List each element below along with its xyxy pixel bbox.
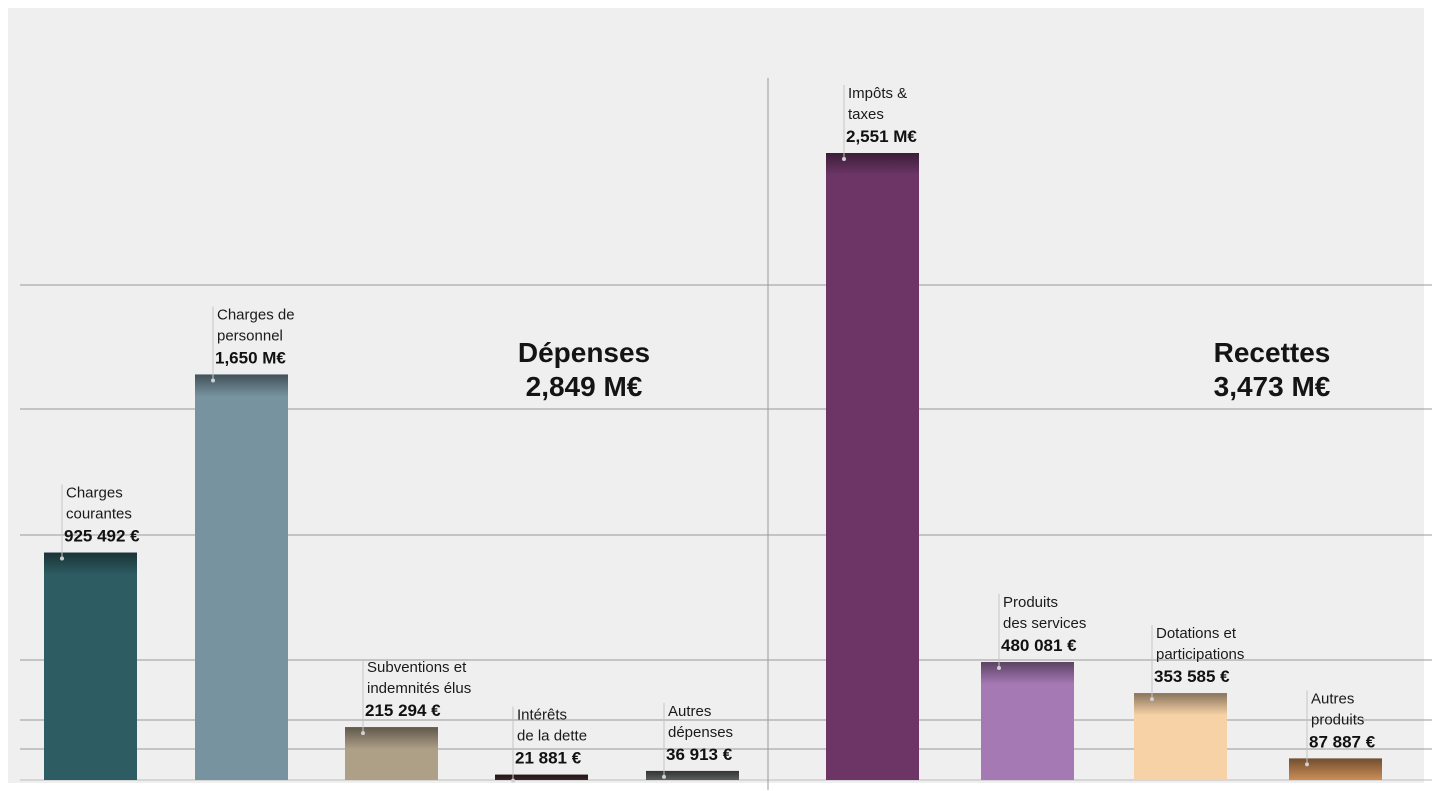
category-label: Subventions et: [367, 659, 467, 676]
category-label: Autres: [668, 703, 711, 720]
bar: [826, 153, 919, 780]
category-label: Charges: [66, 485, 123, 502]
category-label: taxes: [848, 106, 884, 123]
value-label: 353 585 €: [1154, 667, 1230, 686]
category-label: Autres: [1311, 690, 1354, 707]
leader-dot: [842, 157, 846, 161]
leader-dot: [60, 556, 64, 561]
bar-shade: [495, 774, 588, 780]
leader-dot: [997, 666, 1001, 671]
bar-shade: [345, 727, 438, 750]
group-title: Recettes: [1214, 337, 1331, 368]
category-label: dépenses: [668, 724, 733, 741]
leader-dot: [1150, 697, 1154, 702]
value-label: 1,650 M€: [215, 348, 286, 367]
bar: [44, 552, 137, 780]
category-label: Impôts &: [848, 85, 907, 102]
category-label: Dotations et: [1156, 625, 1237, 642]
bar-shade: [826, 153, 919, 175]
leader-dot: [511, 778, 515, 783]
leader-dot: [662, 774, 666, 779]
category-label: participations: [1156, 646, 1244, 663]
group-title: Dépenses: [518, 337, 650, 368]
bar-shade: [1289, 758, 1382, 780]
category-label: Charges de: [217, 306, 295, 323]
category-label: indemnités élus: [367, 680, 471, 697]
category-label: de la dette: [517, 728, 587, 745]
value-label: 925 492 €: [64, 527, 140, 546]
value-label: 2,551 M€: [846, 127, 917, 146]
leader-dot: [1305, 762, 1309, 767]
category-label: produits: [1311, 711, 1364, 728]
value-label: 480 081 €: [1001, 636, 1077, 655]
value-label: 36 913 €: [666, 745, 733, 764]
bar: [195, 374, 288, 780]
category-label: personnel: [217, 327, 283, 344]
leader-dot: [211, 378, 215, 383]
leader-dot: [361, 731, 365, 736]
group-total: 2,849 M€: [526, 371, 643, 402]
group-total: 3,473 M€: [1214, 371, 1331, 402]
category-label: Intérêts: [517, 707, 567, 724]
category-label: des services: [1003, 615, 1086, 632]
category-label: courantes: [66, 506, 132, 523]
bar-shade: [1134, 693, 1227, 716]
bar-shade: [44, 552, 137, 575]
value-label: 87 887 €: [1309, 732, 1376, 751]
value-label: 21 881 €: [515, 749, 582, 768]
bar-shade: [646, 770, 739, 780]
bar-shade: [195, 374, 288, 397]
category-label: Produits: [1003, 594, 1058, 611]
bar-shade: [981, 662, 1074, 685]
value-label: 215 294 €: [365, 701, 441, 720]
